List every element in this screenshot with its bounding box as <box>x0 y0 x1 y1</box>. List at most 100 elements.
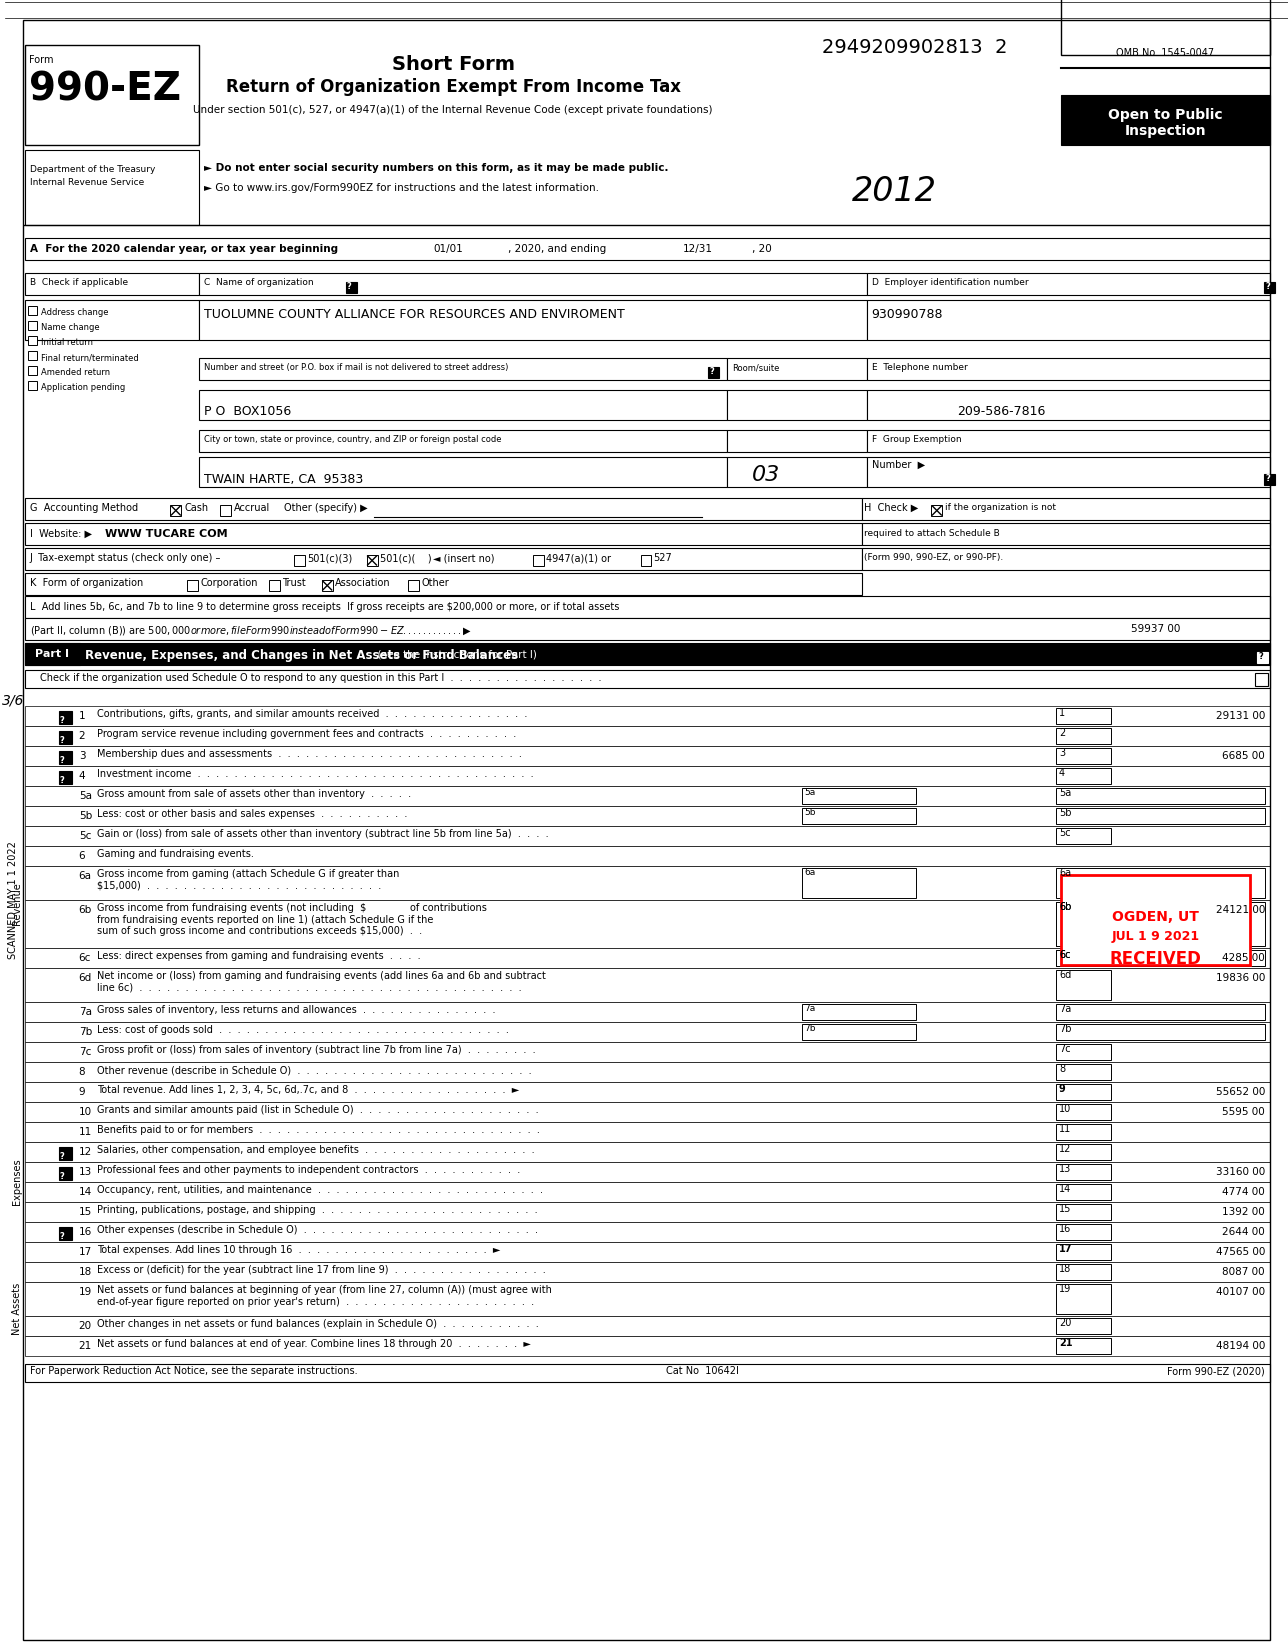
Text: 01/01: 01/01 <box>433 244 464 254</box>
Bar <box>1056 1284 1110 1314</box>
Bar <box>1255 674 1269 687</box>
Bar <box>802 807 917 824</box>
Bar <box>728 358 867 380</box>
Bar <box>1056 1164 1110 1180</box>
Bar <box>1264 282 1275 292</box>
Text: 3: 3 <box>1059 748 1065 758</box>
Text: 7b: 7b <box>79 1027 91 1037</box>
Bar <box>24 573 862 594</box>
Text: 6b: 6b <box>1059 901 1072 911</box>
Text: JUL 1 9 2021: JUL 1 9 2021 <box>1112 930 1199 943</box>
Text: 5b: 5b <box>804 807 815 817</box>
Text: Membership dues and assessments  .  .  .  .  .  .  .  .  .  .  .  .  .  .  .  . : Membership dues and assessments . . . . … <box>97 750 522 759</box>
Bar <box>28 352 37 360</box>
Text: Less: cost of goods sold  .  .  .  .  .  .  .  .  .  .  .  .  .  .  .  .  .  .  : Less: cost of goods sold . . . . . . . .… <box>97 1025 509 1035</box>
Text: 6c: 6c <box>79 953 91 963</box>
Text: City or town, state or province, country, and ZIP or foreign postal code: City or town, state or province, country… <box>205 434 502 444</box>
Text: G  Accounting Method: G Accounting Method <box>30 504 138 513</box>
Text: Total revenue. Add lines 1, 2, 3, 4, 5c, 6d,.7c, and 8  .  .  .  .  .  .  .  .  : Total revenue. Add lines 1, 2, 3, 4, 5c,… <box>97 1085 519 1095</box>
Text: ► Go to www.irs.gov/Form990EZ for instructions and the latest information.: ► Go to www.irs.gov/Form990EZ for instru… <box>205 183 599 193</box>
Bar <box>24 1222 1270 1242</box>
Bar <box>728 457 867 487</box>
Text: P O  BOX1056: P O BOX1056 <box>205 404 291 418</box>
Text: 7c: 7c <box>79 1047 91 1057</box>
Bar <box>200 358 728 380</box>
Bar <box>1056 728 1110 745</box>
Bar <box>1056 949 1110 966</box>
Text: 7a: 7a <box>804 1004 815 1014</box>
Bar <box>28 320 37 330</box>
Text: 7a: 7a <box>79 1007 91 1017</box>
Text: Application pending: Application pending <box>41 383 125 391</box>
Bar <box>200 457 728 487</box>
Text: 5c: 5c <box>1059 829 1070 839</box>
Bar <box>24 766 1270 786</box>
Text: Form: Form <box>28 54 53 64</box>
Bar <box>200 429 728 452</box>
Text: 7b: 7b <box>1059 1024 1072 1034</box>
Text: 4774 00: 4774 00 <box>1222 1187 1265 1197</box>
Text: 19: 19 <box>1059 1284 1072 1294</box>
Text: 16: 16 <box>79 1227 91 1237</box>
Bar <box>24 707 1270 726</box>
Bar <box>170 505 182 517</box>
Bar <box>867 429 1270 452</box>
Text: 17: 17 <box>1059 1243 1073 1255</box>
Text: E  Telephone number: E Telephone number <box>872 363 967 371</box>
Bar <box>1056 1105 1110 1119</box>
Text: ?: ? <box>59 756 64 764</box>
Bar <box>24 1101 1270 1123</box>
Text: Occupancy, rent, utilities, and maintenance  .  .  .  .  .  .  .  .  .  .  .  . : Occupancy, rent, utilities, and maintena… <box>97 1185 542 1195</box>
Bar <box>24 642 80 665</box>
Text: 8: 8 <box>79 1067 85 1076</box>
Bar <box>867 457 1270 487</box>
Text: 13: 13 <box>1059 1164 1072 1174</box>
Bar <box>1056 748 1110 764</box>
Text: 10: 10 <box>1059 1105 1072 1114</box>
Text: Gross amount from sale of assets other than inventory  .  .  .  .  .: Gross amount from sale of assets other t… <box>97 789 411 799</box>
Text: 6b: 6b <box>1059 901 1072 911</box>
Bar <box>24 596 1270 617</box>
Bar <box>322 580 332 591</box>
Bar <box>24 45 200 145</box>
Bar <box>24 1123 1270 1142</box>
Bar <box>802 788 917 804</box>
Bar <box>24 1242 1270 1261</box>
Text: 29131 00: 29131 00 <box>1216 712 1265 721</box>
Text: Gross income from gaming (attach Schedule G if greater than
$15,000)  .  .  .  .: Gross income from gaming (attach Schedul… <box>97 868 399 890</box>
Text: 501(c)(    ): 501(c)( ) <box>380 553 431 563</box>
Text: 15: 15 <box>1059 1204 1072 1213</box>
Bar <box>24 1142 1270 1162</box>
Text: 8: 8 <box>1059 1063 1065 1075</box>
Text: ?: ? <box>710 367 714 376</box>
Bar <box>24 238 1270 259</box>
Text: 501(c)(3): 501(c)(3) <box>307 553 352 563</box>
Bar <box>24 1162 1270 1182</box>
Text: 21: 21 <box>79 1341 91 1351</box>
Text: 5c: 5c <box>79 830 91 840</box>
Bar <box>24 948 1270 967</box>
Text: 03: 03 <box>752 466 781 485</box>
Text: 6a: 6a <box>79 872 91 882</box>
Bar <box>867 358 1270 380</box>
Text: , 2020, and ending: , 2020, and ending <box>507 244 607 254</box>
Text: Under section 501(c), 527, or 4947(a)(1) of the Internal Revenue Code (except pr: Under section 501(c), 527, or 4947(a)(1)… <box>193 106 714 116</box>
Text: Other: Other <box>421 578 450 588</box>
Text: ?: ? <box>1258 652 1262 660</box>
Text: 4: 4 <box>1059 768 1065 778</box>
Text: Accrual: Accrual <box>234 504 270 513</box>
Bar <box>24 1281 1270 1316</box>
Text: 7a: 7a <box>1059 1004 1072 1014</box>
Bar <box>1056 1265 1110 1280</box>
Text: ?: ? <box>59 717 64 725</box>
Bar <box>24 900 1270 948</box>
Text: 33160 00: 33160 00 <box>1216 1167 1265 1177</box>
Bar <box>24 786 1270 806</box>
Text: 11: 11 <box>79 1128 91 1138</box>
Text: Professional fees and other payments to independent contractors  .  .  .  .  .  : Professional fees and other payments to … <box>97 1166 520 1176</box>
Text: Total expenses. Add lines 10 through 16  .  .  .  .  .  .  .  .  .  .  .  .  .  : Total expenses. Add lines 10 through 16 … <box>97 1245 500 1255</box>
Text: 12: 12 <box>1059 1144 1072 1154</box>
Text: 20: 20 <box>79 1321 91 1331</box>
Text: if the organization is not: if the organization is not <box>945 504 1056 512</box>
Text: 7b: 7b <box>804 1024 815 1034</box>
